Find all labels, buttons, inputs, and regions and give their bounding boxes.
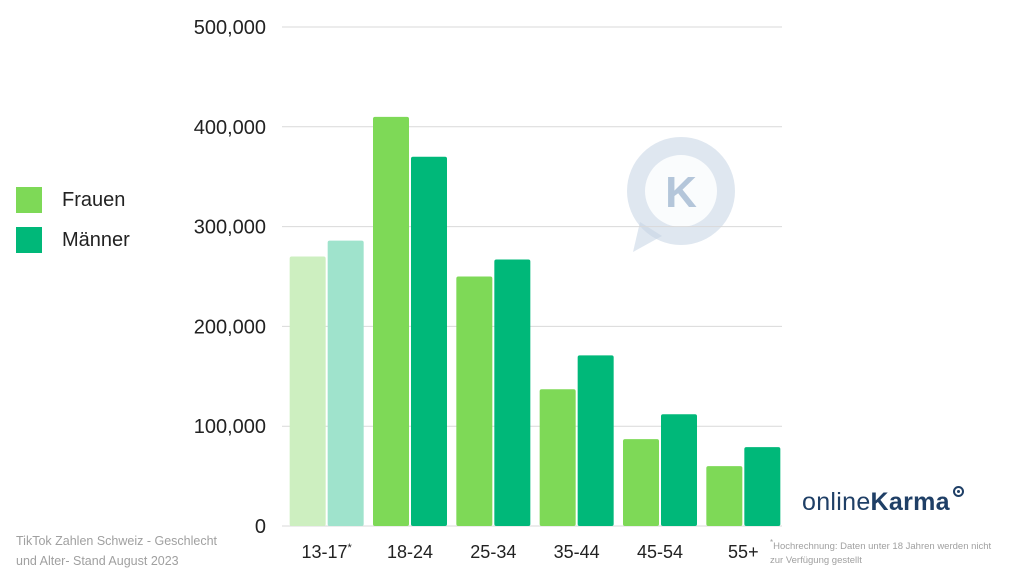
legend-item-frauen: Frauen (16, 180, 130, 220)
bar-frauen-55+ (706, 466, 743, 526)
legend-label-frauen: Frauen (62, 188, 126, 211)
bar-maenner-18-24 (411, 156, 447, 527)
y-tick-label: 0 (255, 516, 266, 538)
bar-maenner-13-17 (327, 240, 364, 526)
x-tick-label: 35-44 (554, 542, 600, 562)
footnote-line-1: *Hochrechnung: Daten unter 18 Jahren wer… (770, 536, 1024, 554)
bar-frauen-25-34 (456, 276, 493, 526)
x-axis-category-labels: 13-17* 18-24 25-34 35-44 45-54 55+ (302, 542, 759, 562)
y-tick-label: 200,000 (194, 316, 266, 338)
caption-line-1: TikTok Zahlen Schweiz - Geschlecht (16, 534, 218, 548)
x-tick-label: 25-34 (470, 542, 516, 562)
footnote-line-2: zur Verfügung gestellt (770, 555, 862, 567)
y-tick-label: 400,000 (194, 117, 266, 139)
x-tick-label: 55+ (728, 542, 759, 562)
y-tick-label: 100,000 (194, 416, 266, 438)
footnote-text-1: Hochrechnung: Daten unter 18 Jahren werd… (773, 541, 992, 553)
brand-logo-part-1: online (802, 488, 871, 516)
footnote: *Hochrechnung: Daten unter 18 Jahren wer… (770, 536, 1024, 568)
bar-maenner-35-44 (577, 355, 614, 526)
bar-frauen-45-54 (623, 439, 659, 526)
chart-caption: TikTok Zahlen Schweiz - Geschlecht und A… (16, 531, 266, 571)
bar-maenner-25-34 (494, 259, 531, 526)
brand-logo-part-2: Karma (870, 488, 950, 516)
bar-maenner-55+ (744, 447, 781, 526)
bars (289, 116, 781, 527)
x-tick-label: 18-24 (387, 542, 433, 562)
legend-item-maenner: Männer (16, 220, 130, 260)
legend: Frauen Männer (16, 180, 130, 260)
watermark-letter: K (665, 168, 697, 217)
y-axis-tick-labels: 0 100,000 200,000 300,000 400,000 500,000 (194, 17, 266, 538)
bar-frauen-13-17 (289, 256, 326, 526)
brand-logo: online Karma (802, 486, 964, 517)
y-tick-label: 300,000 (194, 217, 266, 239)
x-tick-label: 13-17* (302, 542, 353, 562)
legend-swatch-frauen (16, 187, 42, 213)
footnote-mark: * (770, 538, 774, 547)
legend-label-maenner: Männer (62, 228, 130, 251)
bar-frauen-18-24 (373, 116, 409, 526)
legend-swatch-maenner (16, 227, 42, 253)
bar-frauen-35-44 (539, 389, 576, 526)
caption-line-2: und Alter- Stand August 2023 (16, 554, 179, 568)
x-tick-label: 45-54 (637, 542, 683, 562)
y-tick-label: 500,000 (194, 17, 266, 39)
brand-dot-icon (952, 486, 964, 497)
grid-lines (282, 26, 782, 527)
watermark-logo: K (627, 137, 735, 252)
bar-maenner-45-54 (661, 414, 697, 526)
